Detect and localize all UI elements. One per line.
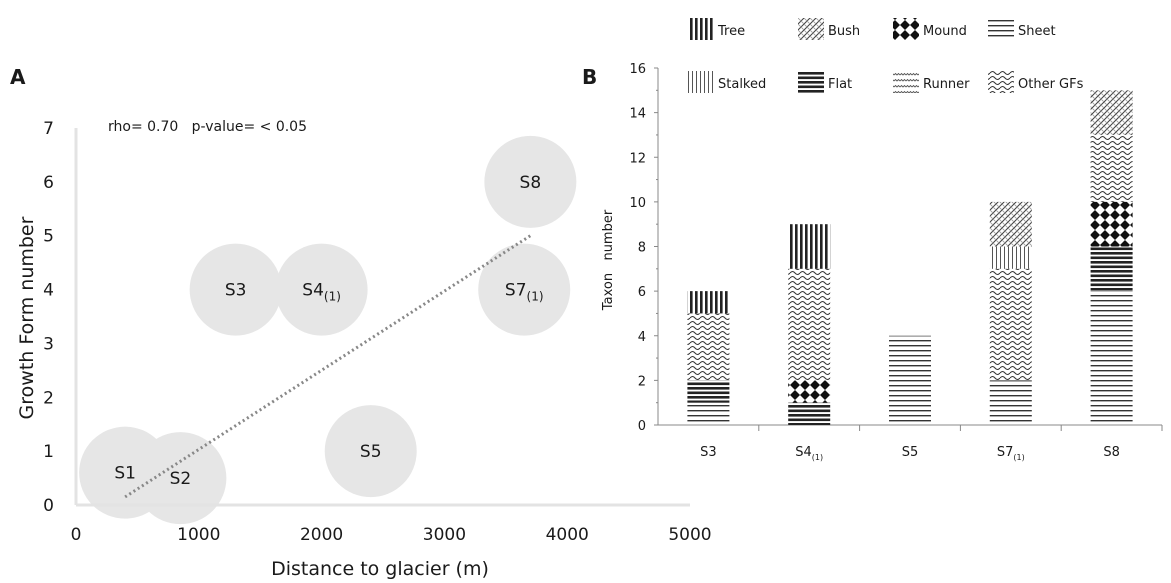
bar-s4-other-gfs bbox=[788, 268, 831, 381]
a-x-tick-label: 1000 bbox=[177, 525, 220, 545]
a-y-tick-label: 3 bbox=[43, 334, 54, 354]
b-y-tick-label: 10 bbox=[629, 196, 646, 211]
legend: Tree Bush Mound Sheet Stalked Flat Runner Other… bbox=[688, 18, 1084, 93]
point-label-s8: S8 bbox=[520, 173, 542, 193]
b-x-tick-label: S5 bbox=[902, 445, 919, 460]
b-y-tick-label: 8 bbox=[638, 241, 646, 256]
bar-s7-bush bbox=[989, 201, 1032, 247]
b-x-ticks: S3 S4(1) S5 S7(1) S8 bbox=[700, 425, 1163, 462]
legend-label-bush: Bush bbox=[828, 24, 860, 39]
b-bars bbox=[687, 90, 1133, 425]
bar-s3-sheet bbox=[687, 402, 730, 425]
bubble-s5 bbox=[324, 405, 417, 498]
b-x-tick-label: S8 bbox=[1103, 445, 1120, 460]
b-y-tick-label: 0 bbox=[638, 419, 646, 434]
bar-s8-sheet bbox=[1090, 291, 1133, 425]
b-y-tick-label: 2 bbox=[638, 374, 646, 389]
bar-s7-stalked bbox=[989, 246, 1032, 269]
b-y-tick-label: 16 bbox=[629, 62, 646, 77]
a-x-tick-label: 5000 bbox=[668, 525, 711, 545]
a-x-tick-label: 4000 bbox=[546, 525, 589, 545]
a-y-tick-label: 6 bbox=[43, 173, 54, 193]
b-y-tick-label: 14 bbox=[629, 107, 646, 122]
b-x-tick-label: S3 bbox=[700, 445, 717, 460]
a-x-ticks: 0 1000 2000 3000 4000 5000 bbox=[71, 525, 712, 545]
b-y-tick-label: 12 bbox=[629, 151, 646, 166]
legend-label-other-gfs: Other GFs bbox=[1018, 77, 1084, 92]
a-y-tick-label: 0 bbox=[43, 496, 54, 516]
b-y-ticks: 0 2 4 6 8 10 12 14 16 bbox=[629, 62, 658, 434]
a-x-tick-label: 0 bbox=[71, 525, 82, 545]
bubble-s8 bbox=[484, 135, 577, 228]
b-y-tick-label: 4 bbox=[638, 330, 646, 345]
bar-s7-other-gfs bbox=[989, 268, 1032, 381]
b-x-tick-label: S4(1) bbox=[795, 445, 823, 462]
point-label-s5: S5 bbox=[360, 442, 382, 462]
legend-label-runner: Runner bbox=[923, 77, 970, 92]
bar-s8-mound bbox=[1090, 201, 1133, 247]
panel-b-label: B bbox=[582, 65, 597, 89]
a-y-tick-label: 1 bbox=[43, 442, 54, 462]
bar-s8-bush bbox=[1090, 90, 1133, 135]
legend-swatch-flat bbox=[798, 71, 824, 93]
legend-swatch-stalked bbox=[688, 71, 714, 93]
b-y-axis-title: Taxon number bbox=[601, 209, 616, 311]
a-y-tick-label: 7 bbox=[43, 119, 54, 139]
a-x-tick-label: 2000 bbox=[300, 525, 343, 545]
legend-swatch-bush bbox=[798, 18, 824, 40]
point-label-s3: S3 bbox=[225, 281, 247, 301]
bar-s3-tree bbox=[687, 291, 730, 314]
legend-label-flat: Flat bbox=[828, 77, 852, 92]
legend-swatch-mound bbox=[893, 18, 919, 40]
point-label-s1: S1 bbox=[114, 464, 136, 484]
bar-s5-sheet bbox=[889, 335, 931, 425]
bar-s4-flat bbox=[788, 402, 831, 425]
a-x-axis-title: Distance to glacier (m) bbox=[271, 558, 489, 580]
bubble-s2 bbox=[134, 432, 227, 525]
b-x-tick-label: S7(1) bbox=[997, 445, 1025, 462]
legend-swatch-sheet bbox=[988, 18, 1014, 40]
b-y-tick-label: 6 bbox=[638, 285, 646, 300]
legend-swatch-runner bbox=[893, 71, 919, 93]
a-bubbles bbox=[79, 135, 577, 525]
legend-label-mound: Mound bbox=[923, 24, 967, 39]
legend-label-tree: Tree bbox=[717, 24, 745, 39]
bubble-s7 bbox=[478, 243, 571, 336]
bubble-s3 bbox=[189, 243, 282, 336]
a-y-tick-label: 2 bbox=[43, 388, 54, 408]
a-y-tick-label: 5 bbox=[43, 227, 54, 247]
bubble-s4 bbox=[275, 243, 368, 336]
a-y-tick-label: 4 bbox=[43, 281, 54, 301]
legend-swatch-tree bbox=[688, 18, 714, 40]
a-x-tick-label: 3000 bbox=[423, 525, 466, 545]
legend-swatch-other-gfs bbox=[988, 71, 1014, 93]
bar-s7-sheet bbox=[989, 380, 1032, 425]
legend-label-stalked: Stalked bbox=[718, 77, 766, 92]
bar-s8-flat bbox=[1090, 246, 1133, 292]
bar-s3-other-gfs bbox=[687, 313, 730, 381]
a-y-ticks: 0 1 2 3 4 5 6 7 bbox=[43, 119, 54, 516]
a-y-axis-title: Growth Form number bbox=[16, 216, 38, 419]
bar-s3-flat bbox=[687, 380, 730, 403]
legend-label-sheet: Sheet bbox=[1018, 24, 1056, 39]
panel-a-label: A bbox=[10, 65, 26, 89]
bar-s8-other-gfs bbox=[1090, 134, 1133, 202]
bar-s4-mound bbox=[788, 380, 831, 403]
panel-b-stacked-bar: Tree Bush Mound Sheet Stalked Flat Runner Other… bbox=[601, 18, 1163, 462]
bar-s4-tree bbox=[788, 224, 831, 269]
point-label-s2: S2 bbox=[170, 469, 192, 489]
trendline bbox=[124, 234, 532, 499]
correlation-annotation: rho= 0.70 p-value= < 0.05 bbox=[108, 119, 307, 135]
